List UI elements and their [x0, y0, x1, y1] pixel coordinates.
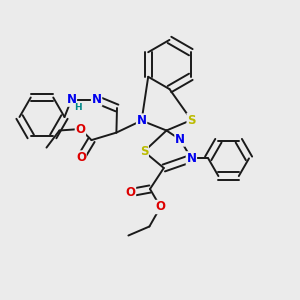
Text: N: N [92, 93, 102, 106]
Text: O: O [155, 200, 166, 214]
Text: N: N [175, 133, 185, 146]
Text: N: N [136, 114, 147, 127]
Text: O: O [125, 186, 136, 199]
Text: N: N [186, 152, 197, 165]
Text: S: S [187, 113, 196, 127]
Text: O: O [75, 122, 85, 136]
Text: O: O [76, 151, 86, 164]
Text: S: S [140, 145, 148, 158]
Text: N: N [66, 93, 76, 106]
Text: H: H [74, 103, 82, 112]
